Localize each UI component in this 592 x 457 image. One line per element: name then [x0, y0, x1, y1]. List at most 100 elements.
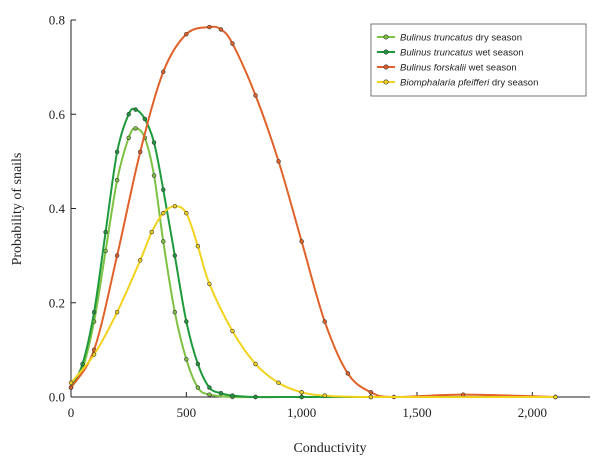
y-tick-label: 0.0 — [49, 390, 65, 405]
y-ticks: 0.0 0.2 0.4 0.6 0.8 — [49, 13, 76, 405]
series-group — [68, 24, 558, 400]
data-point — [161, 239, 166, 244]
data-point — [114, 253, 120, 258]
legend-swatch-marker — [383, 34, 389, 40]
legend-swatch-marker — [383, 49, 389, 55]
data-point — [151, 173, 157, 178]
data-point — [133, 126, 138, 131]
data-point — [91, 309, 97, 315]
data-point — [172, 309, 178, 315]
data-point — [195, 385, 201, 390]
x-axis-label: Conductivity — [293, 441, 366, 456]
data-point — [345, 371, 350, 376]
legend-box — [370, 23, 587, 97]
series-3 — [68, 24, 558, 400]
data-point — [184, 357, 189, 362]
data-point — [253, 93, 258, 98]
y-tick-label: 0.4 — [49, 201, 66, 216]
y-tick-label: 0.8 — [49, 13, 65, 28]
legend-label: Bulinus forskalii wet season — [400, 63, 517, 74]
data-point — [161, 69, 166, 75]
data-point — [253, 394, 258, 400]
data-point — [68, 380, 74, 386]
data-point — [138, 149, 143, 155]
data-point — [172, 253, 178, 258]
data-point — [276, 159, 281, 164]
y-tick-label: 0.6 — [49, 107, 66, 122]
data-point — [218, 27, 224, 32]
data-point — [207, 281, 212, 287]
data-point — [553, 394, 558, 400]
data-point — [151, 140, 157, 145]
data-point — [253, 361, 258, 367]
legend-swatch-marker — [383, 79, 389, 85]
data-point — [230, 393, 235, 398]
series-4 — [68, 203, 558, 400]
data-point — [368, 394, 374, 400]
x-ticks: 0 500 1,000 1,500 2,000 — [68, 392, 547, 420]
data-point — [161, 211, 166, 216]
data-point — [184, 31, 189, 37]
data-point — [114, 149, 120, 155]
data-point — [299, 239, 304, 244]
data-point — [133, 107, 138, 112]
legend-species: Bulinus truncatus — [400, 48, 473, 59]
data-point — [276, 380, 281, 386]
data-point — [299, 390, 304, 395]
data-point — [322, 319, 327, 324]
series-line — [70, 127, 556, 399]
series-line — [70, 107, 556, 399]
x-tick-label: 1,000 — [287, 405, 316, 420]
data-point — [114, 178, 120, 183]
legend-season: dry season — [489, 78, 538, 89]
legend-species: Biomphalaria pfeifferi — [400, 78, 490, 89]
legend-label: Bulinus truncatus dry season — [400, 33, 522, 44]
data-point — [142, 116, 148, 122]
data-point — [207, 385, 212, 390]
data-point — [126, 112, 131, 117]
legend-season: dry season — [473, 33, 522, 44]
data-point — [68, 385, 74, 390]
data-point — [230, 328, 235, 334]
y-axis-label: Probability of snails — [10, 153, 25, 266]
x-tick-label: 2,000 — [518, 405, 547, 420]
legend-species: Bulinus forskalii — [400, 63, 467, 74]
data-point — [207, 24, 212, 30]
data-point — [195, 361, 201, 367]
legend-label: Biomphalaria pfeifferi dry season — [400, 78, 538, 89]
legend-entry: Bulinus forskalii wet season — [377, 63, 517, 74]
data-point — [230, 41, 235, 46]
series-1 — [68, 126, 558, 400]
data-point — [103, 229, 108, 235]
series-line — [70, 205, 556, 399]
data-point — [149, 229, 154, 235]
data-point — [103, 248, 108, 254]
data-point — [80, 361, 85, 367]
data-point — [195, 244, 201, 249]
data-point — [126, 135, 131, 141]
data-point — [218, 391, 224, 396]
x-tick-label: 0 — [68, 405, 75, 420]
data-point — [138, 258, 143, 263]
legend-season: wet season — [473, 48, 524, 59]
legend-entry: Bulinus truncatus wet season — [377, 48, 524, 59]
series-line — [70, 25, 556, 399]
data-point — [460, 392, 466, 397]
data-point — [114, 309, 120, 315]
data-point — [184, 319, 189, 324]
data-point — [368, 390, 374, 395]
data-point — [172, 203, 178, 209]
x-tick-label: 1,500 — [402, 405, 431, 420]
legend-label: Bulinus truncatus wet season — [400, 48, 524, 59]
data-point — [207, 392, 212, 397]
legend-entry: Biomphalaria pfeifferi dry season — [377, 78, 538, 89]
y-tick-label: 0.2 — [49, 295, 65, 310]
legend-season: wet season — [466, 63, 517, 74]
legend-entry: Bulinus truncatus dry season — [377, 33, 522, 44]
x-tick-label: 500 — [177, 405, 197, 420]
legend-species: Bulinus truncatus — [400, 33, 473, 44]
legend-swatch-marker — [383, 64, 389, 70]
data-point — [299, 394, 304, 400]
